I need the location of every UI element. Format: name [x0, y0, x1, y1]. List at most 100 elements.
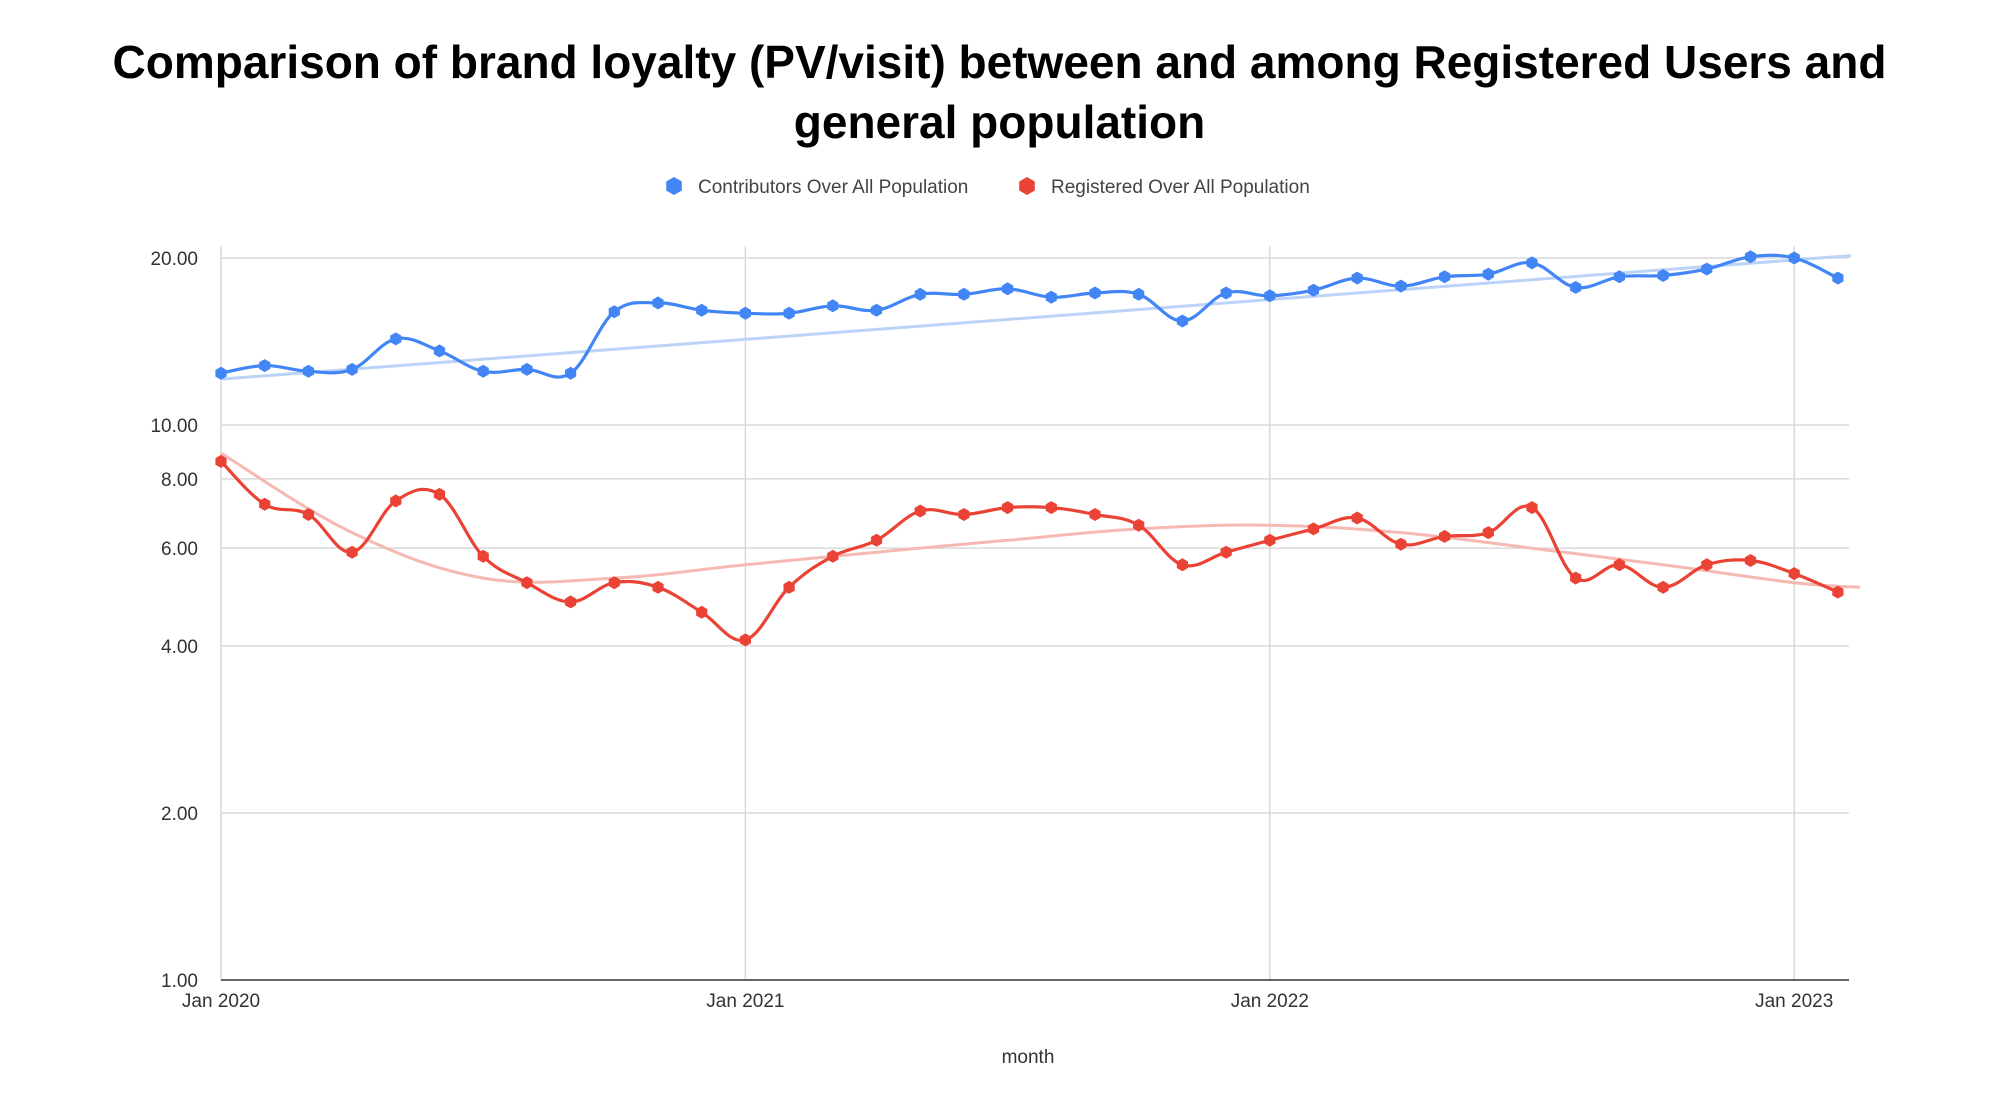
data-point-registered-2022-10[interactable]	[1657, 580, 1669, 594]
y-tick-label: 4.00	[161, 637, 198, 658]
data-point-registered-2020-08[interactable]	[521, 576, 533, 590]
chart-title-line-2: general population	[794, 96, 1205, 148]
data-point-registered-2021-12[interactable]	[1220, 545, 1232, 559]
data-point-contributors-2022-04[interactable]	[1395, 279, 1407, 293]
data-point-registered-2021-09[interactable]	[1089, 508, 1101, 521]
x-axis-ticks: Jan 2020 Jan 2021 Jan 2022 Jan 2023	[182, 991, 1833, 1012]
data-point-registered-2021-07[interactable]	[1002, 501, 1014, 515]
y-tick-label: 6.00	[161, 539, 198, 560]
data-point-registered-2020-02[interactable]	[259, 497, 271, 511]
data-point-registered-2022-08[interactable]	[1570, 571, 1582, 585]
data-point-contributors-2022-09[interactable]	[1613, 270, 1625, 284]
y-tick-label: 1.00	[161, 971, 198, 992]
data-point-contributors-2021-01[interactable]	[739, 306, 751, 320]
legend-item-contributors[interactable]: Contributors Over All Population	[666, 177, 968, 198]
data-point-contributors-2020-12[interactable]	[696, 303, 708, 317]
data-point-contributors-2021-09[interactable]	[1089, 286, 1101, 300]
data-point-contributors-2020-06[interactable]	[433, 344, 446, 358]
data-point-contributors-2022-05[interactable]	[1439, 270, 1451, 284]
data-point-contributors-2022-02[interactable]	[1307, 283, 1320, 297]
data-point-registered-2023-01[interactable]	[1788, 567, 1800, 581]
x-tick-label: Jan 2022	[1231, 991, 1309, 1012]
legend-marker-registered	[1019, 177, 1035, 195]
legend-label-registered: Registered Over All Population	[1051, 177, 1310, 198]
data-point-registered-2022-05[interactable]	[1439, 529, 1451, 543]
data-point-contributors-2020-08[interactable]	[521, 362, 533, 376]
data-point-contributors-2021-06[interactable]	[958, 287, 970, 301]
data-point-registered-2020-03[interactable]	[302, 508, 314, 521]
data-point-registered-2022-06[interactable]	[1482, 526, 1494, 540]
data-point-contributors-2022-03[interactable]	[1351, 271, 1363, 285]
data-point-registered-2022-01[interactable]	[1264, 533, 1276, 547]
data-point-contributors-2021-12[interactable]	[1220, 286, 1232, 300]
data-point-registered-2020-01[interactable]	[215, 454, 227, 468]
data-point-contributors-2022-07[interactable]	[1526, 256, 1538, 270]
data-point-contributors-2021-07[interactable]	[1002, 282, 1014, 296]
data-point-registered-2021-08[interactable]	[1045, 501, 1057, 515]
legend-label-contributors: Contributors Over All Population	[698, 177, 968, 198]
data-point-registered-2021-10[interactable]	[1133, 518, 1145, 532]
data-point-contributors-2021-02[interactable]	[783, 306, 795, 320]
data-point-registered-2020-09[interactable]	[565, 595, 577, 609]
data-point-registered-2022-11[interactable]	[1701, 558, 1713, 572]
data-point-registered-2021-03[interactable]	[827, 549, 839, 563]
data-point-registered-2021-01[interactable]	[739, 633, 751, 647]
data-point-contributors-2020-07[interactable]	[477, 364, 489, 378]
data-point-registered-2020-06[interactable]	[433, 487, 446, 501]
data-point-registered-2021-04[interactable]	[870, 533, 883, 547]
legend-item-registered[interactable]: Registered Over All Population	[1019, 177, 1310, 198]
data-point-registered-2022-04[interactable]	[1395, 537, 1407, 551]
data-point-contributors-2022-01[interactable]	[1264, 289, 1276, 303]
data-point-registered-2020-05[interactable]	[390, 494, 402, 508]
data-point-registered-2022-07[interactable]	[1526, 501, 1538, 515]
data-point-contributors-2021-10[interactable]	[1133, 287, 1145, 301]
data-point-contributors-2022-08[interactable]	[1570, 280, 1582, 294]
data-point-contributors-2020-03[interactable]	[302, 364, 314, 378]
y-tick-label: 20.00	[150, 249, 198, 270]
data-point-contributors-2023-02[interactable]	[1832, 271, 1844, 285]
data-point-contributors-2020-04[interactable]	[346, 362, 358, 376]
data-point-contributors-2020-05[interactable]	[390, 332, 402, 346]
data-point-registered-2022-12[interactable]	[1744, 554, 1757, 567]
y-tick-label: 10.00	[150, 416, 198, 437]
data-point-registered-2020-07[interactable]	[477, 549, 489, 563]
series	[215, 250, 1844, 647]
data-point-registered-2020-10[interactable]	[608, 576, 620, 590]
data-point-contributors-2020-11[interactable]	[652, 296, 664, 310]
data-point-registered-2020-12[interactable]	[696, 605, 708, 619]
data-point-registered-2021-05[interactable]	[914, 504, 926, 518]
legend: Contributors Over All Population Registe…	[666, 177, 1310, 198]
data-point-registered-2023-02[interactable]	[1832, 585, 1844, 599]
trendline-contributors	[220, 254, 1852, 381]
x-tick-label: Jan 2020	[182, 991, 260, 1012]
data-point-registered-2020-11[interactable]	[652, 580, 664, 594]
legend-marker-contributors	[666, 177, 682, 195]
data-point-registered-2022-03[interactable]	[1351, 511, 1363, 525]
data-point-contributors-2020-09[interactable]	[565, 366, 577, 380]
data-point-contributors-2020-02[interactable]	[259, 359, 271, 373]
data-point-contributors-2021-05[interactable]	[914, 287, 926, 301]
y-tick-label: 8.00	[161, 470, 198, 491]
y-axis-ticks: 1.00 2.00 4.00 6.00 8.00 10.00 20.00	[150, 249, 198, 992]
data-point-registered-2020-04[interactable]	[346, 545, 358, 559]
data-point-contributors-2021-11[interactable]	[1176, 314, 1188, 328]
data-point-contributors-2020-10[interactable]	[608, 305, 620, 319]
data-point-contributors-2022-10[interactable]	[1657, 269, 1669, 282]
data-point-contributors-2021-04[interactable]	[870, 303, 883, 317]
data-point-contributors-2022-11[interactable]	[1701, 262, 1713, 276]
data-point-registered-2022-02[interactable]	[1307, 522, 1320, 536]
x-axis-title: month	[1002, 1047, 1055, 1068]
data-point-registered-2022-09[interactable]	[1613, 558, 1625, 572]
data-point-contributors-2020-01[interactable]	[215, 366, 227, 380]
data-point-contributors-2022-06[interactable]	[1482, 267, 1494, 281]
data-point-registered-2021-06[interactable]	[958, 508, 970, 521]
data-point-contributors-2023-01[interactable]	[1788, 251, 1800, 265]
data-point-registered-2021-11[interactable]	[1176, 558, 1188, 572]
data-point-contributors-2021-03[interactable]	[827, 299, 839, 313]
data-point-contributors-2021-08[interactable]	[1045, 290, 1057, 304]
data-point-contributors-2022-12[interactable]	[1744, 250, 1757, 264]
data-point-registered-2021-02[interactable]	[783, 580, 795, 594]
